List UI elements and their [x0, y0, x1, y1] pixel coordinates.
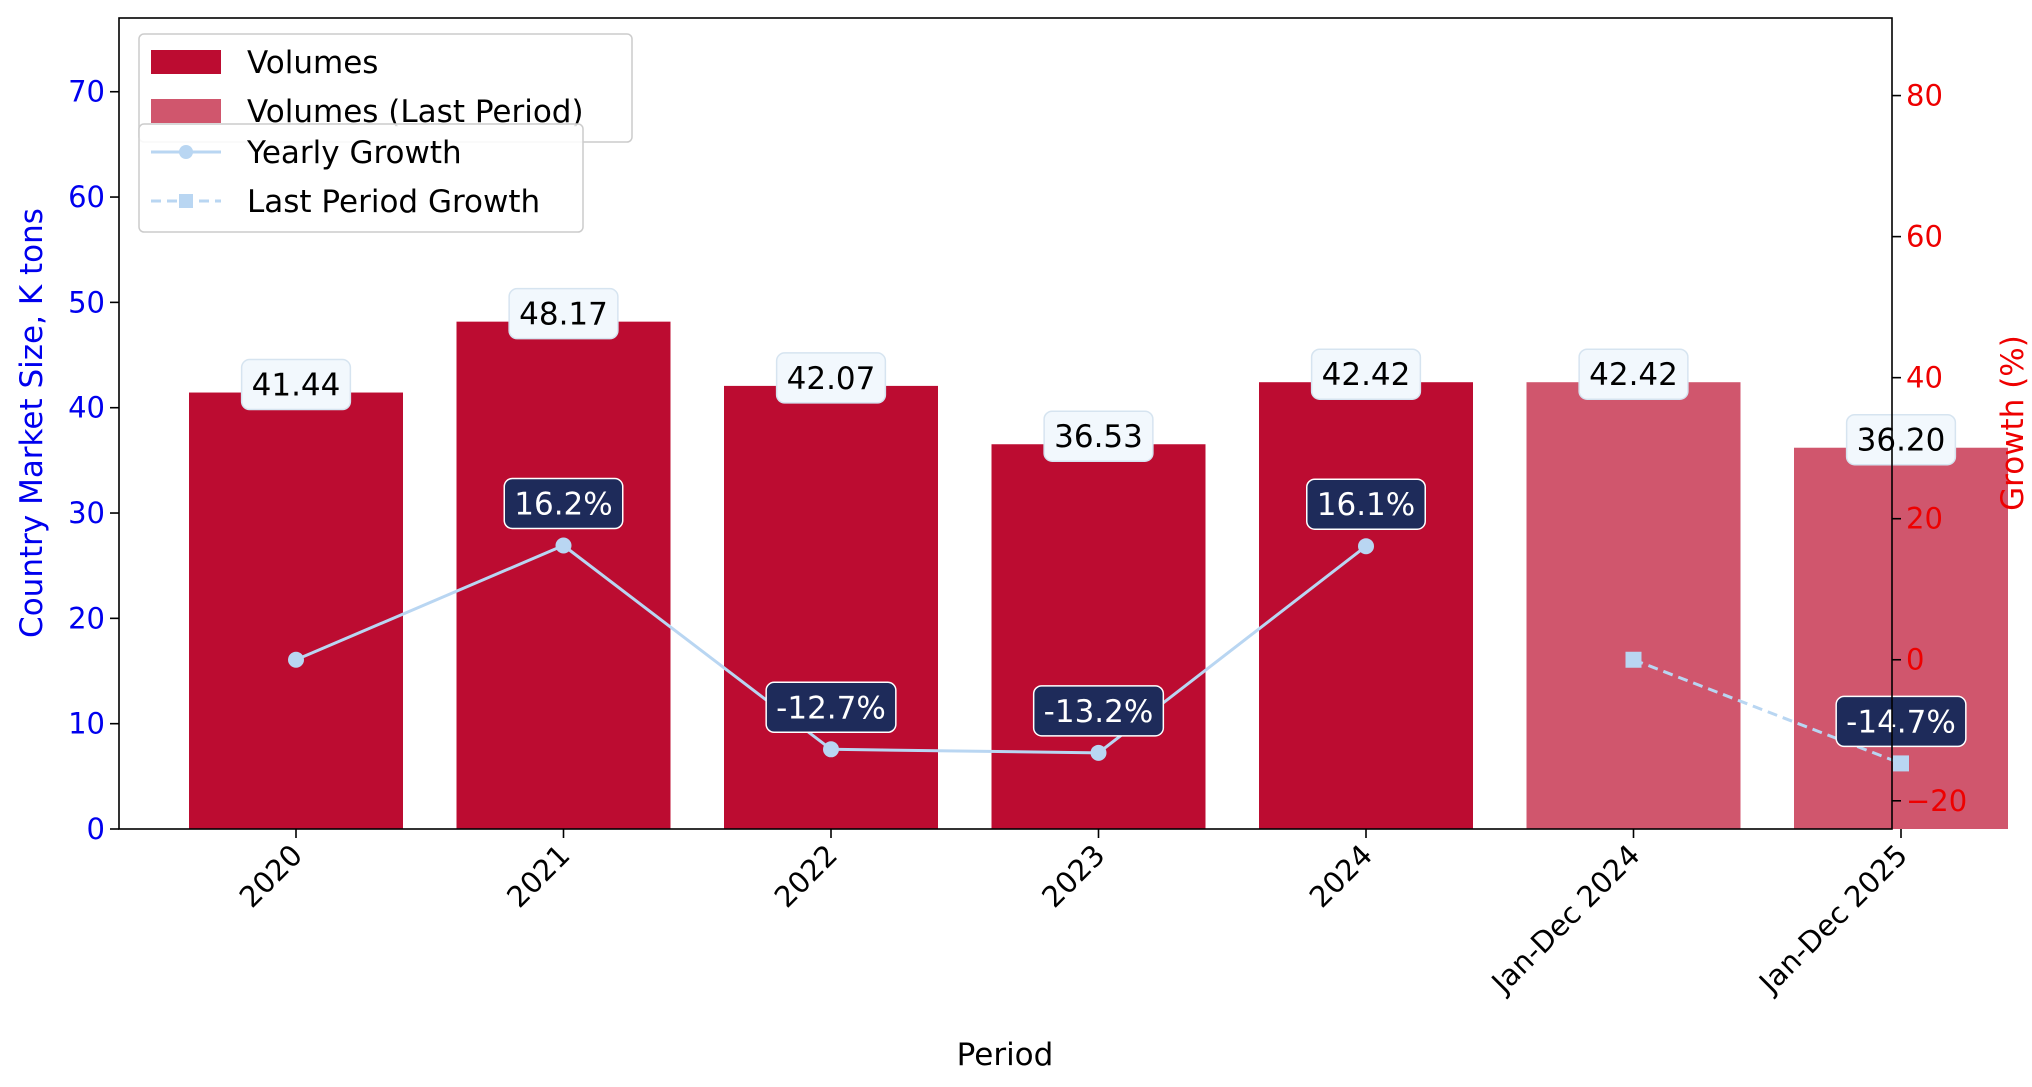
bar-value-label-text: 36.20 — [1857, 423, 1946, 459]
growth-value-label-box — [1032, 685, 1165, 737]
bar-jan-dec-2025 — [1794, 447, 2008, 829]
bar-2024 — [1259, 382, 1473, 829]
growth-value-label-text: -13.2% — [1044, 694, 1154, 730]
bar-2020 — [189, 392, 403, 829]
bar-value-label: 42.42 — [1310, 348, 1422, 400]
yearly-growth-point — [555, 537, 572, 554]
bar-2023 — [991, 444, 1206, 829]
legend-label-volumes: Volumes — [247, 45, 378, 81]
growth-value-label: 16.1% — [1306, 478, 1426, 530]
x-tick-label: 2021 — [500, 838, 576, 914]
right-tick-label: 40 — [1906, 361, 1943, 395]
yearly-growth-point — [1090, 744, 1107, 761]
legend-swatch-volumes-last-period — [151, 99, 221, 123]
last-period-growth-point — [1625, 651, 1642, 668]
growth-value-label-text: 16.1% — [1317, 487, 1415, 523]
bar-value-label-text: 36.53 — [1054, 419, 1143, 455]
bar-2022 — [724, 385, 938, 829]
right-tick-label: 0 — [1906, 643, 1924, 677]
legend-swatch-volumes — [151, 50, 221, 74]
yearly-growth-point — [288, 651, 304, 668]
x-tick-label: Jan-Dec 2024 — [1484, 838, 1647, 1001]
bar-value-label-text: 42.07 — [787, 361, 876, 397]
legend-lines-frame — [138, 123, 584, 233]
left-tick-label: 30 — [68, 496, 105, 530]
y-axis-title: Country Market Size, K tons — [14, 208, 50, 638]
x-axis-ticks: 2020 2021 2022 2023 2024 Jan-Dec 2024 Jan-Dec … — [233, 829, 1914, 1001]
x-tick-label: 2024 — [1303, 838, 1379, 914]
last-period-growth-point — [1893, 755, 1909, 772]
x-axis-title: Period — [957, 1037, 1054, 1073]
growth-value-label-box — [765, 681, 897, 734]
bar-value-label-text: 42.42 — [1589, 357, 1678, 393]
bar-value-label-box — [508, 287, 619, 340]
growth-lines-layer — [288, 537, 1909, 772]
legend-marker-last-period-growth — [179, 194, 193, 208]
yearly-growth-point — [823, 741, 839, 758]
left-tick-label: 70 — [68, 75, 105, 109]
right-tick-label: 20 — [1906, 502, 1943, 536]
growth-value-label-box — [1306, 478, 1426, 530]
growth-value-label: -12.7% — [765, 681, 897, 734]
bar-value-label-text: 42.42 — [1322, 357, 1411, 393]
right-tick-label: 80 — [1906, 79, 1943, 113]
bar-value-label-text: 48.17 — [519, 297, 608, 333]
growth-value-label: -14.7% — [1835, 695, 1967, 748]
bar-value-label: 36.20 — [1845, 413, 1957, 466]
legend-lines: Yearly Growth Last Period Growth — [138, 123, 584, 233]
x-tick-label: 2020 — [233, 838, 309, 914]
growth-value-label: 16.2% — [503, 477, 624, 530]
bar-value-label-box — [1310, 348, 1422, 400]
right-tick-label: −20 — [1906, 784, 1967, 818]
growth-value-label-box — [503, 477, 624, 530]
bar-value-label: 48.17 — [508, 287, 619, 340]
bar-value-label: 42.42 — [1578, 348, 1689, 400]
bars-layer — [189, 321, 2008, 829]
y2-axis-title: Growth (%) — [1995, 335, 2031, 511]
bar-value-label-text: 41.44 — [252, 368, 341, 404]
legend-label-yearly-growth: Yearly Growth — [246, 135, 462, 171]
left-axis-ticks: 0 10 20 30 40 50 60 70 — [68, 75, 119, 846]
plot-area-frame — [118, 17, 1893, 830]
left-tick-label: 60 — [68, 180, 105, 214]
bar-value-label-box — [1043, 410, 1154, 462]
bar-value-label: 42.07 — [775, 352, 887, 404]
growth-value-label-box — [1835, 695, 1967, 748]
legend-marker-yearly-growth — [179, 145, 193, 159]
right-axis-ticks: −20 0 20 40 60 80 — [1892, 79, 1967, 818]
growth-value-label-text: -12.7% — [776, 690, 886, 726]
left-tick-label: 10 — [68, 707, 105, 741]
bar-value-label: 36.53 — [1043, 410, 1154, 462]
data-labels-layer: 41.44 48.17 42.07 36.53 42.42 42.42 36.20 16.2%… — [240, 287, 1967, 748]
yearly-growth-point — [1358, 538, 1374, 555]
growth-value-label-text: 16.2% — [514, 487, 612, 523]
bar-jan-dec-2024 — [1526, 382, 1741, 829]
left-tick-label: 50 — [68, 285, 105, 319]
bar-value-label-box — [1845, 413, 1957, 466]
left-tick-label: 40 — [68, 391, 105, 425]
bar-value-label: 41.44 — [240, 358, 352, 411]
x-tick-label: 2023 — [1035, 838, 1111, 914]
bar-value-label-box — [1578, 348, 1689, 400]
bar-value-label-box — [240, 358, 352, 411]
bar-value-label-box — [775, 352, 887, 404]
growth-value-label-text: -14.7% — [1846, 704, 1956, 740]
bar-2021 — [456, 321, 671, 829]
right-tick-label: 60 — [1906, 220, 1943, 254]
x-tick-label: Jan-Dec 2025 — [1751, 838, 1914, 1001]
x-tick-label: 2022 — [768, 838, 844, 914]
legend-label-last-period-growth: Last Period Growth — [247, 184, 540, 220]
left-tick-label: 0 — [87, 812, 105, 846]
left-tick-label: 20 — [68, 601, 105, 635]
growth-value-label: -13.2% — [1032, 685, 1165, 737]
